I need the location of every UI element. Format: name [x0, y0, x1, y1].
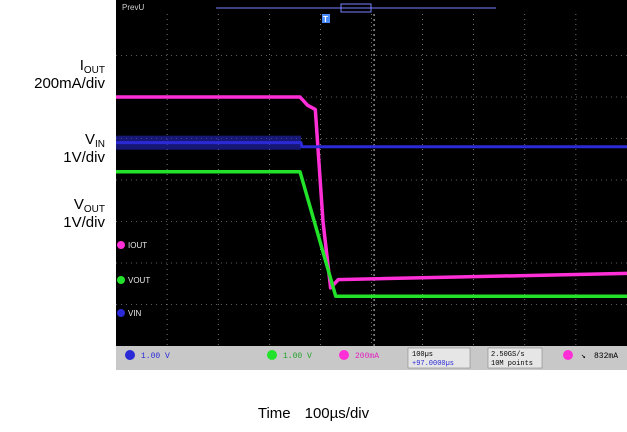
graticule [116, 14, 627, 346]
x-axis-label: Time 100µs/div [0, 405, 627, 422]
series-iout-line [116, 95, 627, 290]
record-length: 10M points [491, 360, 533, 368]
trigger-marker-label: T [323, 15, 328, 24]
oscilloscope-screen: PrevU T IOUT VOUT VIN 1.00 V 1.00 V 200m… [116, 0, 627, 370]
timebase: 100µs [412, 351, 433, 359]
trace-tag-vin: VIN [117, 309, 142, 318]
status-bar: 1.00 V 1.00 V 200mA 100µs +97.0000µs 2.5… [116, 346, 627, 370]
trigger-level: 832mA [594, 352, 618, 361]
vout-channel-label: VOUT 1V/div [63, 196, 105, 231]
ch4-icon [339, 350, 349, 360]
traces [116, 95, 627, 298]
trace-tag-iout: IOUT [117, 241, 147, 250]
top-left-tag: PrevU [122, 3, 144, 12]
trace-tag-vout: VOUT [117, 276, 150, 285]
series-vin-ripple-band [116, 135, 301, 150]
trigger-slope-icon: ↘ [581, 352, 586, 361]
record-window [340, 3, 372, 13]
trigger-marker-icon [322, 14, 330, 23]
x-axis-title: Time [257, 405, 291, 422]
sample-rate: 2.50GS/s [491, 351, 525, 359]
svg-text:VOUT: VOUT [128, 276, 150, 285]
ch4-scale: 200mA [355, 352, 379, 361]
ch1-scale: 1.00 V [141, 352, 170, 361]
svg-text:IOUT: IOUT [128, 241, 147, 250]
ch3-icon [267, 350, 277, 360]
x-axis-scale: 100µs/div [304, 405, 370, 422]
svg-text:VIN: VIN [128, 309, 142, 318]
screen-bg [116, 0, 627, 370]
ch1-icon [125, 350, 135, 360]
trigger-delay: +97.0000µs [412, 360, 454, 368]
trigger-source-icon [563, 350, 573, 360]
iout-channel-label: IOUT 200mA/div [34, 57, 105, 92]
ch3-scale: 1.00 V [283, 352, 312, 361]
series-vout-line [116, 169, 627, 298]
vin-channel-label: VIN 1V/div [63, 131, 105, 166]
